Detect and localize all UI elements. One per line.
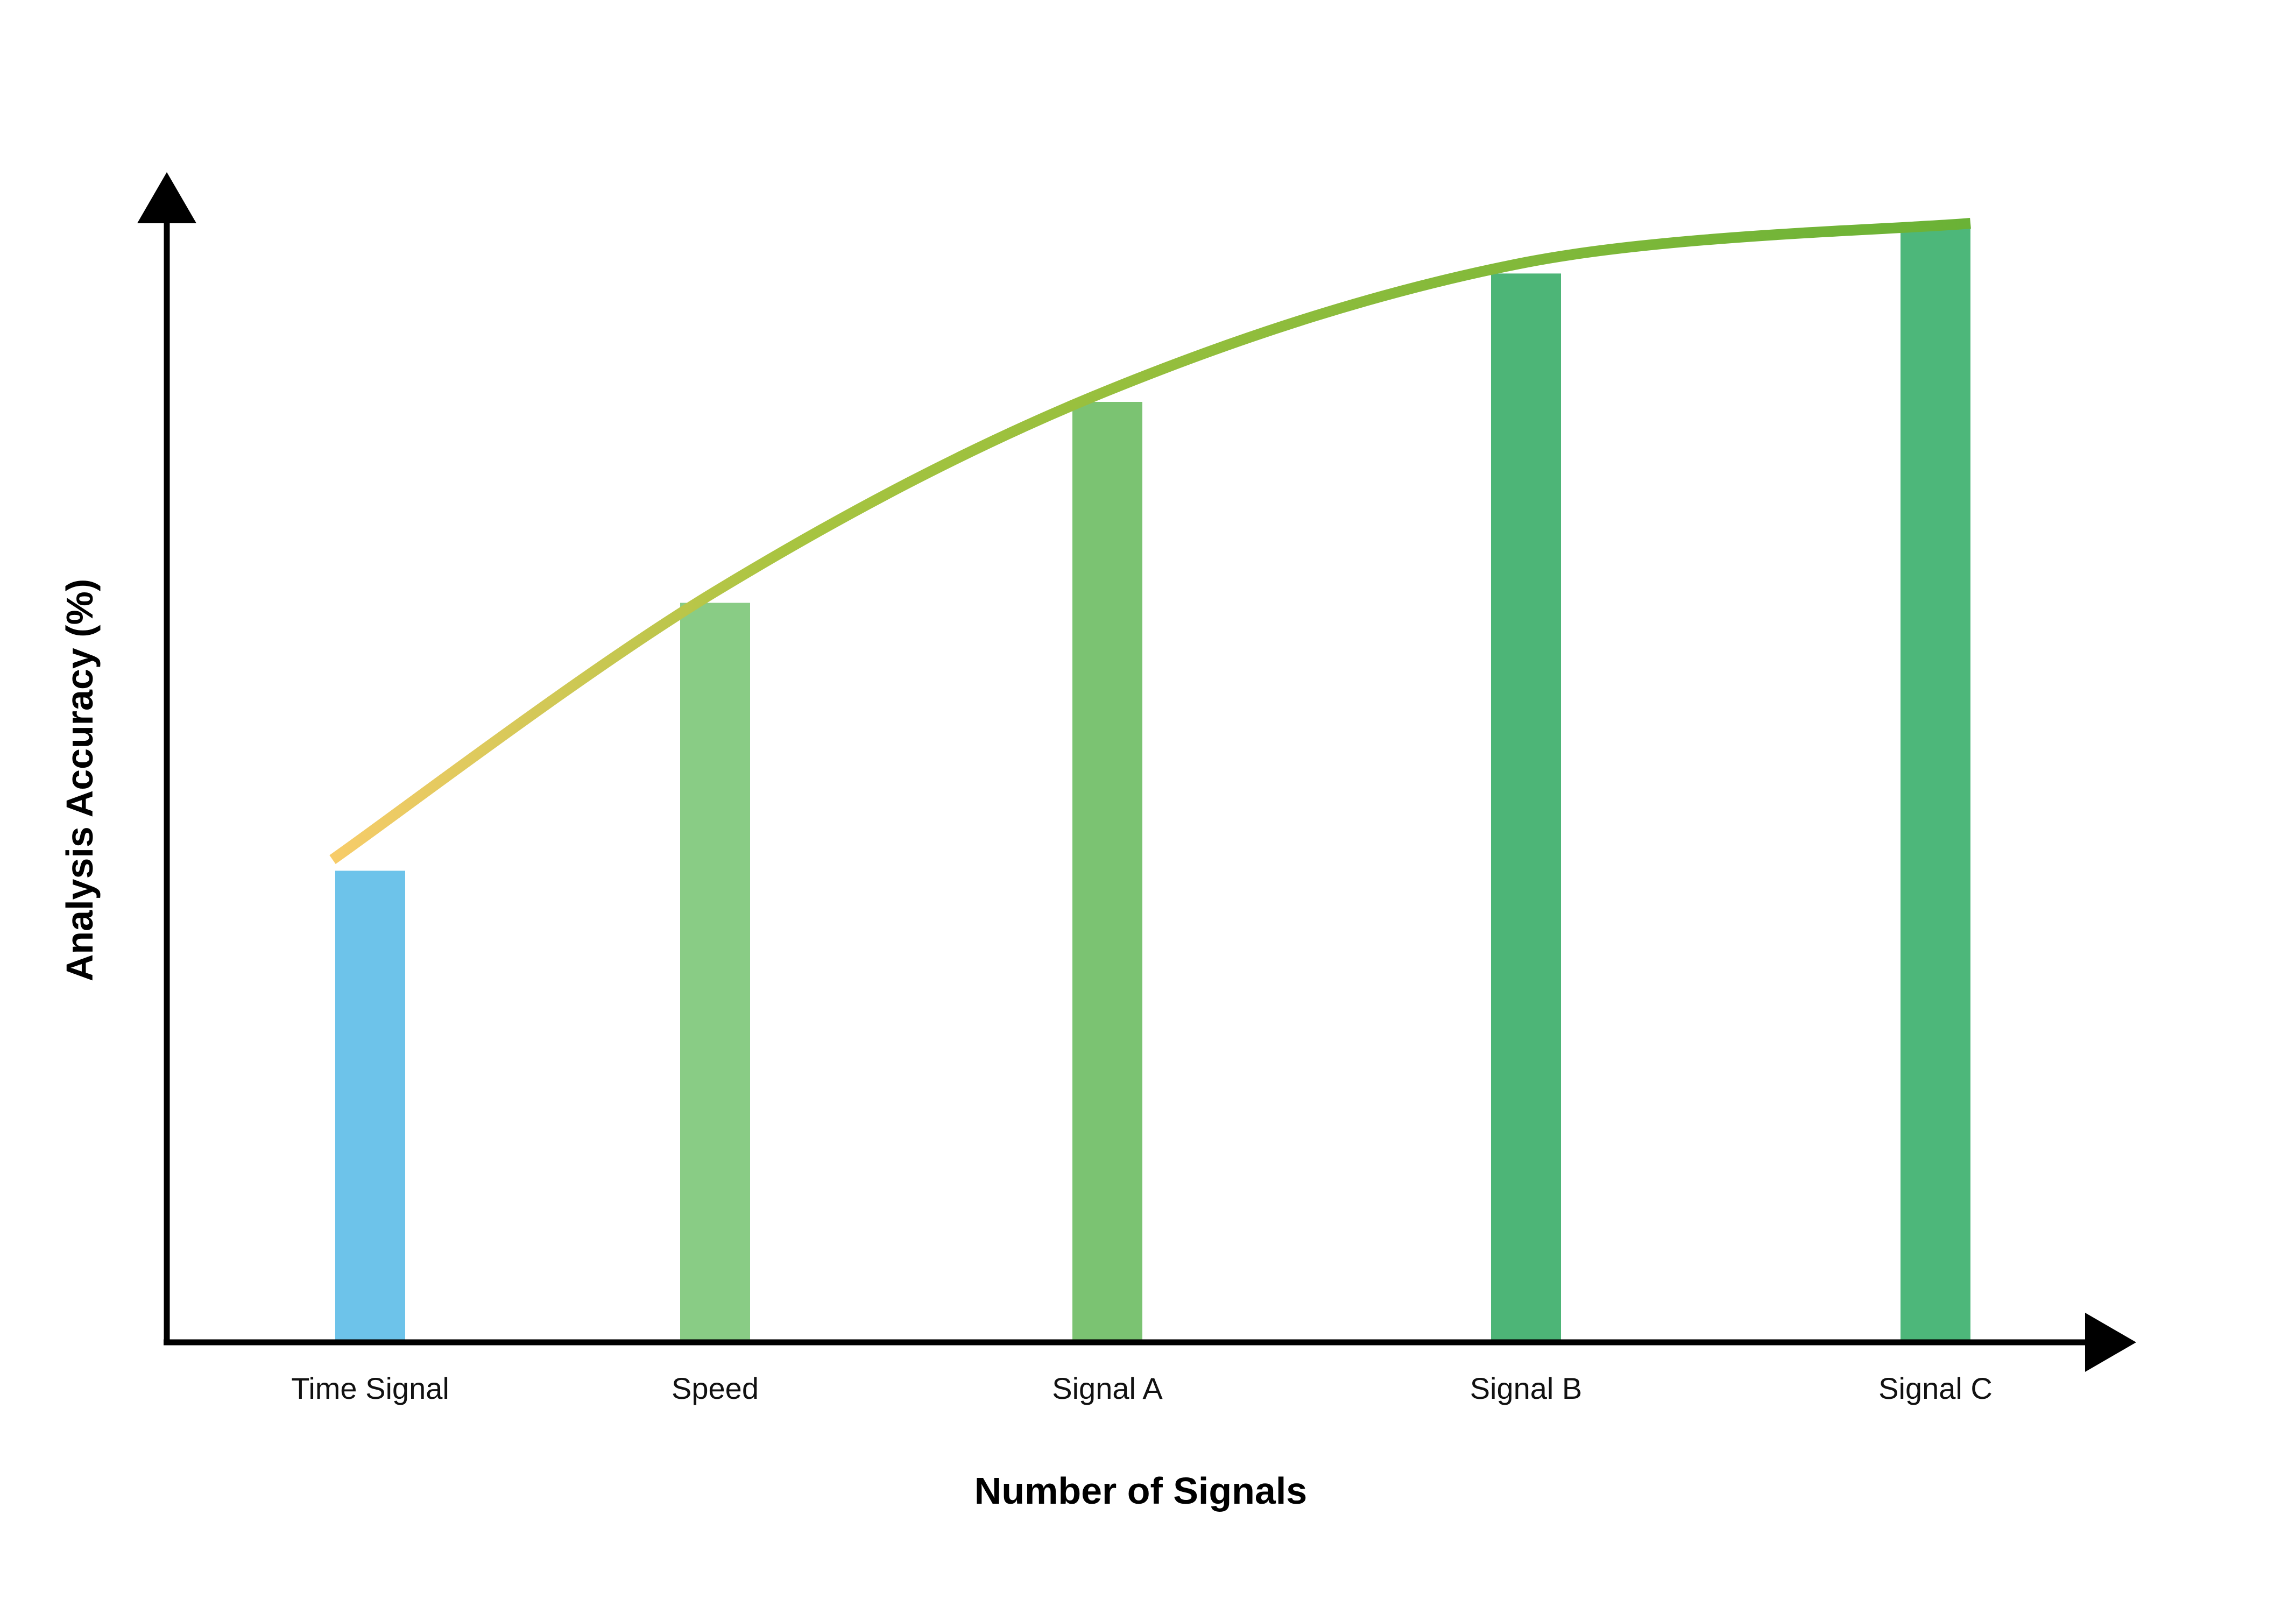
x-axis-arrow-icon [2085,1313,2136,1372]
x-tick-labels: Time Signal Speed Signal A Signal B Signal C [291,1371,1993,1405]
trend-line [329,218,1971,864]
bar-signal-c [1901,223,1970,1340]
y-axis-title: Analysis Accuracy (%) [59,579,101,981]
x-tick-label-signal-c: Signal C [1878,1371,1993,1405]
x-axis-title: Number of Signals [974,1470,1307,1512]
y-axis-arrow-icon [137,172,196,223]
bar-signal-b [1491,273,1561,1340]
bar-signal-a [1072,402,1142,1340]
bar-time-signal [335,870,405,1340]
x-tick-label-time-signal: Time Signal [291,1371,449,1405]
bars [335,223,1970,1340]
x-tick-label-signal-a: Signal A [1052,1371,1163,1405]
x-tick-label-speed: Speed [672,1371,759,1405]
x-tick-label-signal-b: Signal B [1470,1371,1583,1405]
bar-speed [680,603,750,1340]
